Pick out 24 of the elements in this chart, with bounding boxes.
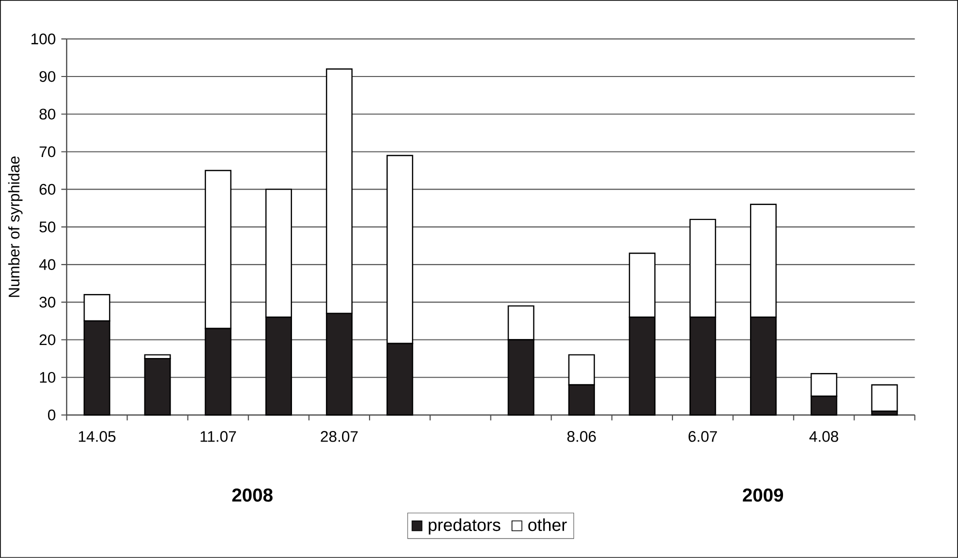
text: 2009: [742, 488, 784, 502]
bar: [144, 358, 171, 416]
x-tick-label: 14.05: [78, 431, 116, 442]
bar: [871, 384, 898, 412]
legend-label: predators: [428, 518, 500, 535]
y-tick-label: 70: [40, 146, 56, 158]
text: 2008: [232, 488, 273, 502]
x-tick-label: 11.07: [200, 431, 236, 442]
y-tick-label: 40: [39, 259, 56, 270]
x-tick-label: 8.06: [567, 431, 596, 442]
x-tick-label: 28.07: [320, 431, 358, 442]
y-axis-title: Number of syrphidae: [8, 156, 23, 297]
y-tick-label: 60: [40, 184, 56, 195]
y-tick-label: 20: [40, 334, 56, 346]
y-tick-label: 100: [32, 34, 56, 44]
y-tick-label: 50: [39, 222, 56, 232]
legend-label: other: [528, 518, 567, 532]
y-tick-label: 30: [39, 296, 56, 308]
y-tick-label: 10: [40, 372, 56, 383]
x-tick-label: 4.08: [809, 431, 838, 442]
y-tick-label: 80: [40, 108, 56, 120]
y-tick-label: 0: [48, 410, 56, 420]
x-tick-label: 6.07: [688, 431, 717, 442]
y-tick-label: 90: [40, 71, 56, 82]
